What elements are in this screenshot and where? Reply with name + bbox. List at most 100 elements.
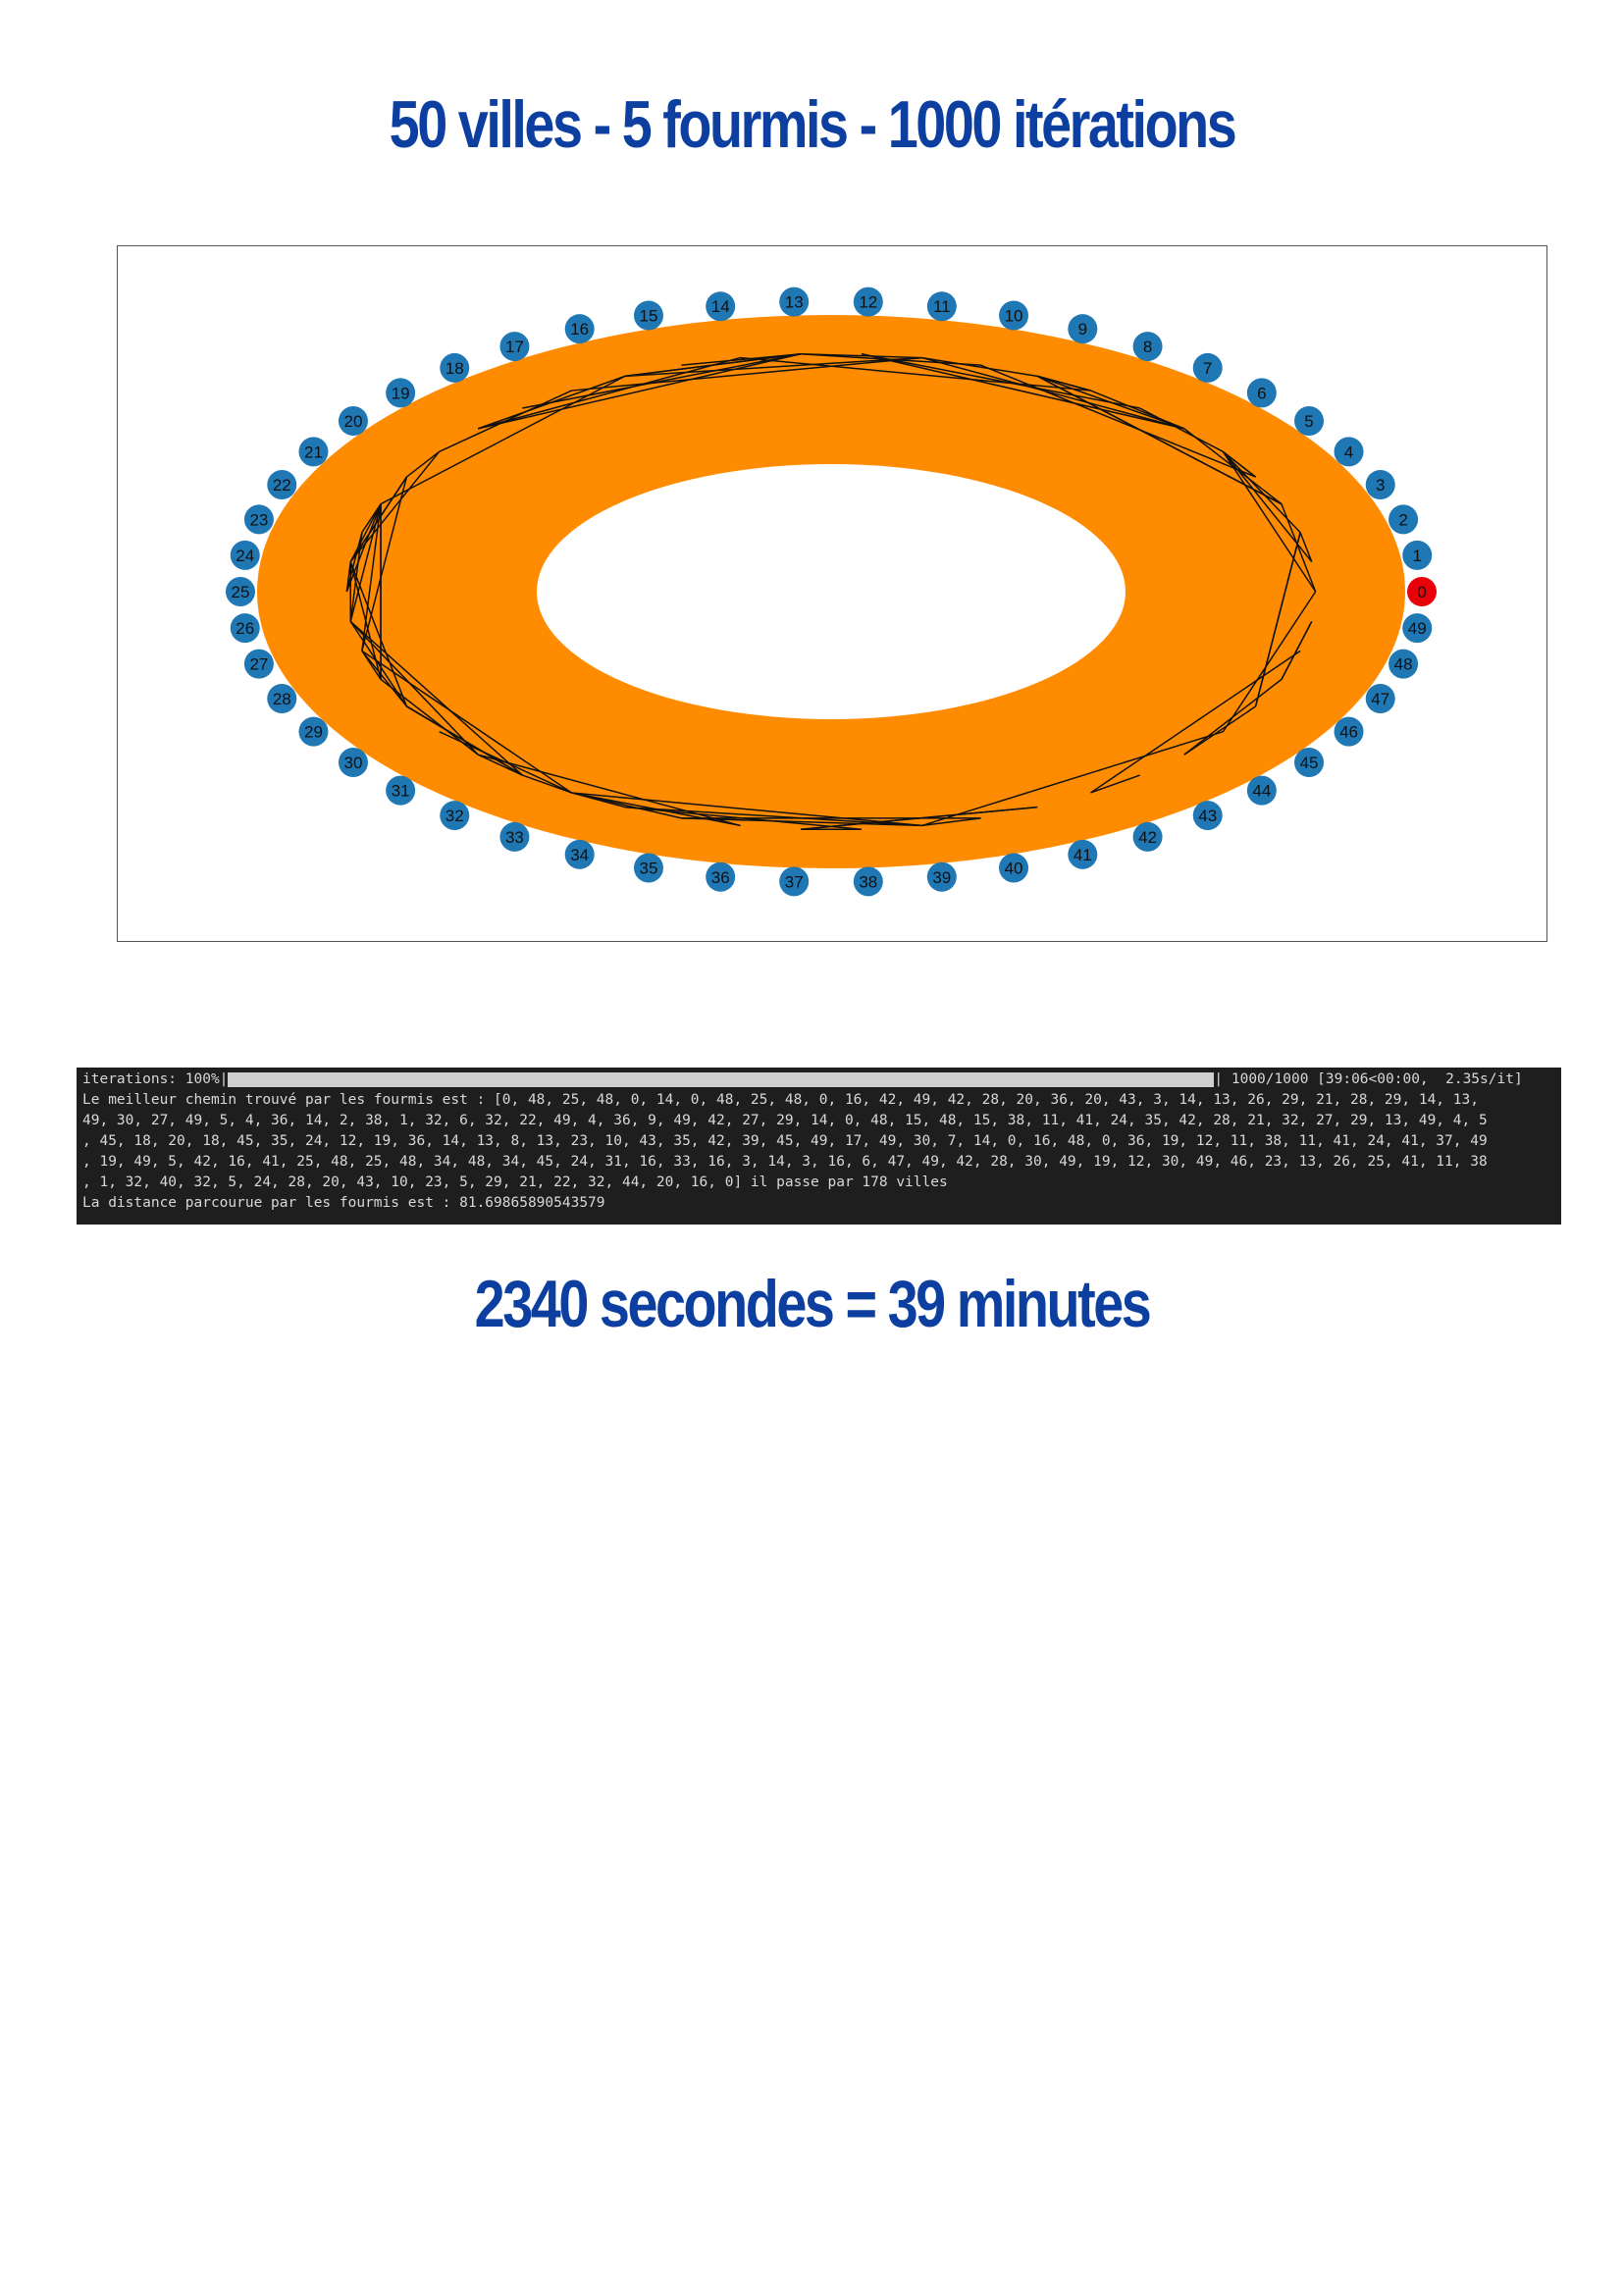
edge (681, 817, 922, 827)
node (926, 861, 957, 892)
node (999, 300, 1029, 331)
terminal-line: La distance parcourue par les fourmis es… (82, 1195, 605, 1211)
node-label: 48 (1394, 655, 1413, 674)
terminal-line: , 1, 32, 40, 32, 5, 24, 28, 20, 43, 10, … (82, 1174, 948, 1190)
edge (477, 754, 741, 827)
node (999, 853, 1029, 883)
node-label: 45 (1300, 754, 1319, 772)
node-label: 26 (236, 619, 254, 638)
node (1402, 540, 1433, 570)
node (1132, 821, 1163, 852)
node-label: 3 (1376, 476, 1385, 495)
node (1388, 649, 1419, 679)
node-label: 40 (1005, 860, 1023, 878)
node-label: 8 (1143, 338, 1152, 356)
node-label: 2 (1398, 510, 1407, 529)
title: 50 villes - 5 fourmis - 1000 itérations (389, 87, 1237, 162)
edge (1281, 503, 1317, 593)
node (706, 291, 736, 322)
edge (624, 356, 922, 378)
terminal-line: , 45, 18, 20, 18, 45, 35, 24, 12, 19, 36… (82, 1133, 1488, 1149)
edge (439, 390, 572, 453)
node (1388, 504, 1419, 535)
terminal-line: 49, 30, 27, 49, 5, 4, 36, 14, 2, 38, 1, … (82, 1113, 1488, 1128)
node (633, 300, 663, 331)
edge (522, 353, 802, 409)
edge (349, 621, 408, 707)
node-label: 1 (1413, 547, 1422, 565)
node-label: 12 (859, 293, 877, 312)
terminal-line: , 19, 49, 5, 42, 16, 41, 25, 48, 25, 48,… (82, 1154, 1488, 1170)
node-label: 15 (640, 306, 658, 325)
caption: 2340 secondes = 39 minutes (474, 1267, 1152, 1341)
node (1068, 839, 1098, 869)
node-label: 37 (785, 872, 804, 891)
node-label: 20 (344, 412, 363, 431)
edge (571, 356, 922, 391)
node (267, 683, 297, 713)
edge (1281, 621, 1313, 680)
edge (361, 503, 382, 652)
edge (1090, 774, 1140, 794)
node (564, 314, 595, 344)
node-label: 36 (711, 868, 730, 887)
node-label: 24 (236, 547, 254, 565)
edge (349, 620, 523, 776)
node (1246, 775, 1277, 806)
edge (345, 561, 351, 593)
progress-stats: | 1000/1000 [39:06<00:00, 2.35s/it] (1214, 1071, 1523, 1087)
edge (1183, 705, 1257, 756)
node-label: 49 (1408, 619, 1427, 638)
edge (980, 364, 1256, 478)
node (243, 649, 274, 679)
edge (405, 450, 441, 478)
edge (1036, 375, 1283, 505)
node (499, 332, 530, 362)
node-label: 27 (249, 655, 268, 674)
edge (921, 356, 1185, 430)
progress-bar (228, 1071, 1215, 1087)
edge (1183, 678, 1283, 756)
node (1365, 683, 1395, 713)
edge (477, 375, 626, 430)
edge (477, 754, 523, 776)
node-label: 9 (1078, 320, 1087, 339)
node-label: 33 (505, 828, 524, 847)
node (440, 801, 470, 831)
node-label: 11 (933, 297, 951, 316)
node-label: 0 (1417, 583, 1426, 601)
edge (1036, 375, 1091, 391)
edge (345, 532, 363, 593)
node-label: 6 (1257, 384, 1266, 402)
edge (361, 503, 382, 534)
node (230, 540, 260, 570)
node-label: 28 (273, 690, 291, 708)
edge (861, 353, 1185, 430)
node-label: 23 (249, 510, 268, 529)
node-label: 43 (1198, 807, 1217, 825)
node (338, 406, 368, 437)
node-label: 22 (273, 476, 291, 495)
node (564, 839, 595, 869)
node-label: 14 (711, 297, 730, 316)
progress-label: iterations: 100%| (82, 1071, 229, 1087)
node (853, 287, 883, 317)
edge (477, 353, 802, 430)
node (779, 866, 810, 897)
edge (361, 476, 408, 652)
edge (522, 774, 572, 794)
node-label: 16 (570, 320, 589, 339)
node (1334, 716, 1364, 747)
node-label: 17 (505, 338, 524, 356)
edge (624, 806, 922, 827)
edge (1254, 532, 1301, 707)
node (298, 716, 329, 747)
node (499, 821, 530, 852)
node-label: 31 (392, 782, 410, 801)
edge (1222, 450, 1313, 563)
terminal-line: Le meilleur chemin trouvé par les fourmi… (82, 1092, 1479, 1108)
edge (380, 375, 626, 505)
terminal: iterations: 100%| | 1000/1000 [39:06<00:0… (77, 1068, 1561, 1225)
node (1192, 801, 1223, 831)
node (243, 504, 274, 535)
